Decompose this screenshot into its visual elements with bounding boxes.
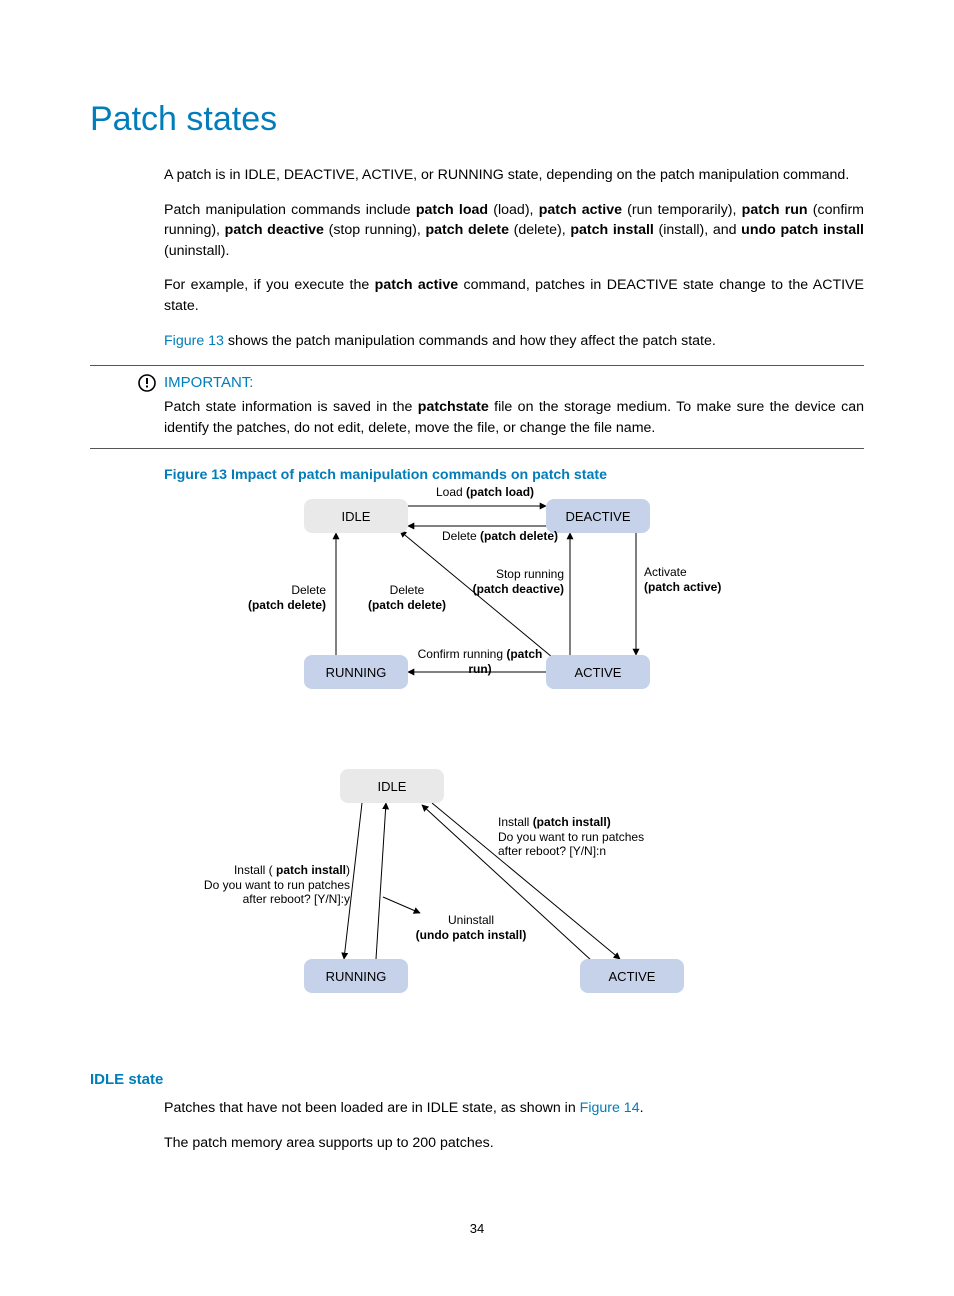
figure-13-caption: Figure 13 Impact of patch manipulation c… (164, 467, 864, 483)
cmd-undo-patch-install: undo patch install (741, 222, 864, 238)
text: Install ( (234, 863, 276, 877)
link-figure-14[interactable]: Figure 14 (580, 1100, 640, 1116)
text: Load (436, 485, 466, 499)
text: Delete (291, 583, 326, 597)
text: (delete), (509, 222, 570, 238)
text: (uninstall). (164, 243, 229, 259)
label-confirm-running: Confirm running (patch run) (410, 647, 550, 676)
paragraph-1: A patch is in IDLE, DEACTIVE, ACTIVE, or… (164, 165, 864, 186)
text: (patch delete) (480, 529, 558, 543)
label-install-y: Install ( patch install) Do you want to … (160, 863, 350, 906)
label-delete-top: Delete (patch delete) (442, 529, 532, 543)
cmd-patch-delete: patch delete (425, 222, 509, 238)
text: (undo patch install) (416, 928, 527, 942)
node-idle-2: IDLE (340, 769, 444, 803)
text: Patch state information is saved in the (164, 399, 418, 415)
text: Patch manipulation commands include (164, 202, 416, 218)
cmd-patch-active: patch active (539, 202, 622, 218)
page-number: 34 (0, 1221, 954, 1236)
text: (patch active) (644, 580, 721, 594)
idle-state-heading: IDLE state (90, 1071, 864, 1088)
node-running-2: RUNNING (304, 959, 408, 993)
label-load: Load (patch load) (436, 485, 534, 499)
text: Confirm running (418, 647, 507, 661)
text: (run temporarily), (622, 202, 742, 218)
idle-state-body: Patches that have not been loaded are in… (164, 1098, 864, 1153)
text: (patch deactive) (473, 582, 564, 596)
body-text: A patch is in IDLE, DEACTIVE, ACTIVE, or… (164, 165, 864, 351)
text: (patch delete) (368, 598, 446, 612)
text: (patch delete) (248, 598, 326, 612)
text: Stop running (496, 567, 564, 581)
filename-patchstate: patchstate (418, 399, 489, 415)
label-stop-running: Stop running(patch deactive) (450, 567, 564, 596)
text: (install), and (654, 222, 741, 238)
link-figure-13[interactable]: Figure 13 (164, 333, 224, 349)
text: ) (346, 863, 350, 877)
cmd-patch-active-inline: patch active (375, 277, 458, 293)
label-activate: Activate(patch active) (644, 565, 754, 594)
paragraph-2: Patch manipulation commands include patc… (164, 200, 864, 262)
text: For example, if you execute the (164, 277, 375, 293)
text: Install (498, 815, 533, 829)
cmd-patch-install: patch install (570, 222, 654, 238)
cmd-patch-run: patch run (742, 202, 808, 218)
text: shows the patch manipulation commands an… (228, 333, 716, 349)
text: Patches that have not been loaded are in… (164, 1100, 580, 1116)
text: (load), (488, 202, 539, 218)
text: (patch load) (466, 485, 534, 499)
text: Do you want to run patches (204, 878, 350, 892)
label-install-n: Install (patch install) Do you want to r… (498, 815, 698, 858)
text: Uninstall (448, 913, 494, 927)
figure-13-diagram: IDLE DEACTIVE RUNNING ACTIVE Load (patch… (164, 489, 804, 1049)
text: Delete (442, 529, 480, 543)
page-container: Patch states A patch is in IDLE, DEACTIV… (0, 0, 954, 1154)
text: (stop running), (324, 222, 426, 238)
paragraph-4: Figure 13 shows the patch manipulation c… (164, 331, 864, 352)
node-deactive: DEACTIVE (546, 499, 650, 533)
text: after reboot? [Y/N]:y (243, 892, 350, 906)
node-active: ACTIVE (546, 655, 650, 689)
important-callout: IMPORTANT: Patch state information is sa… (90, 365, 864, 449)
idle-paragraph-1: Patches that have not been loaded are in… (164, 1098, 864, 1119)
node-running: RUNNING (304, 655, 408, 689)
page-title: Patch states (90, 100, 864, 139)
text: Do you want to run patches (498, 830, 644, 844)
label-delete-diag: Delete(patch delete) (354, 583, 460, 612)
node-idle: IDLE (304, 499, 408, 533)
important-heading: IMPORTANT: (164, 374, 864, 391)
text: (patch install) (533, 815, 611, 829)
text: Activate (644, 565, 687, 579)
text: patch install (276, 863, 346, 877)
label-uninstall: Uninstall(undo patch install) (396, 913, 546, 942)
important-icon (138, 374, 156, 392)
label-delete-left: Delete(patch delete) (220, 583, 326, 612)
paragraph-3: For example, if you execute the patch ac… (164, 275, 864, 316)
text: . (640, 1100, 644, 1116)
text: Delete (390, 583, 425, 597)
node-active-2: ACTIVE (580, 959, 684, 993)
important-body: Patch state information is saved in the … (164, 397, 864, 438)
cmd-patch-deactive: patch deactive (225, 222, 324, 238)
text: after reboot? [Y/N]:n (498, 844, 606, 858)
cmd-patch-load: patch load (416, 202, 488, 218)
idle-paragraph-2: The patch memory area supports up to 200… (164, 1133, 864, 1154)
